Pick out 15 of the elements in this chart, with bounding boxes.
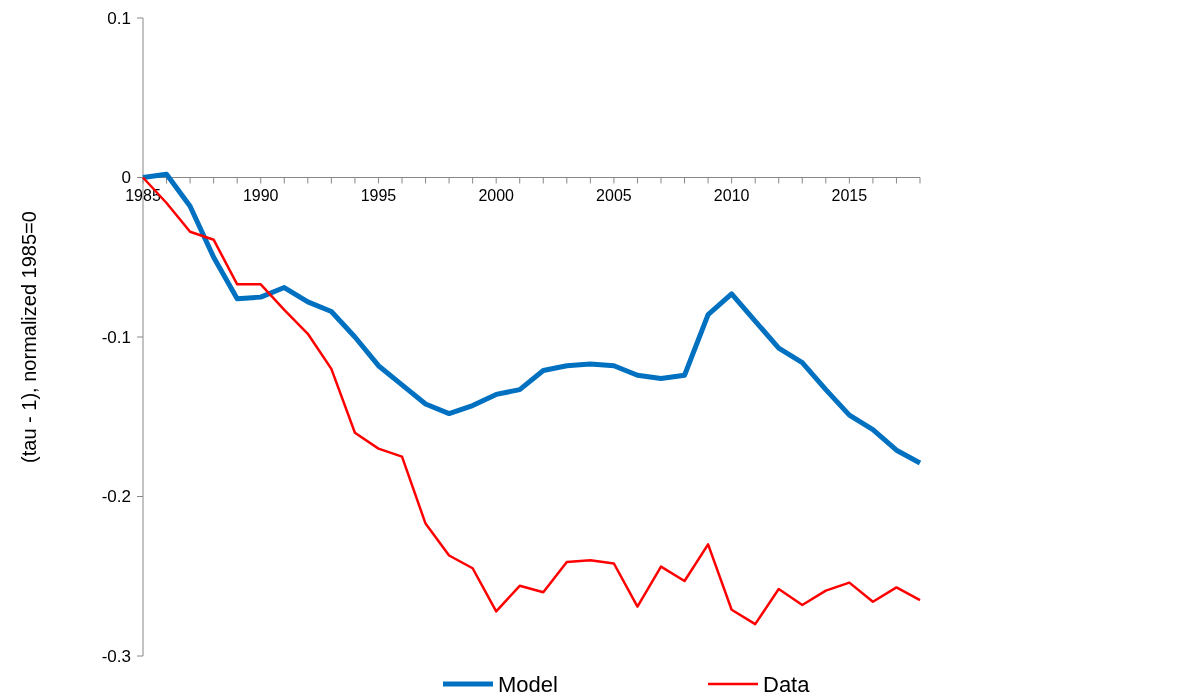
y-tick-label: 0 bbox=[121, 168, 131, 188]
x-tick-label: 2000 bbox=[478, 186, 515, 204]
y-tick-label: -0.1 bbox=[101, 327, 131, 347]
x-tick-label: 2005 bbox=[596, 186, 632, 204]
legend-label: Model bbox=[498, 671, 558, 696]
x-tick-label: 1995 bbox=[360, 186, 397, 204]
x-tick-label: 1985 bbox=[125, 186, 161, 204]
y-axis-title: (tau - 1), normalized 1985=0 bbox=[18, 211, 40, 463]
x-tick-label: 2010 bbox=[713, 186, 750, 204]
legend-label: Data bbox=[763, 671, 811, 696]
y-tick-label: 0.1 bbox=[107, 8, 131, 28]
y-tick-label: -0.3 bbox=[101, 646, 131, 666]
x-tick-label: 2015 bbox=[831, 186, 868, 204]
y-tick-label: -0.2 bbox=[101, 487, 131, 507]
x-tick-label: 1990 bbox=[242, 186, 279, 204]
